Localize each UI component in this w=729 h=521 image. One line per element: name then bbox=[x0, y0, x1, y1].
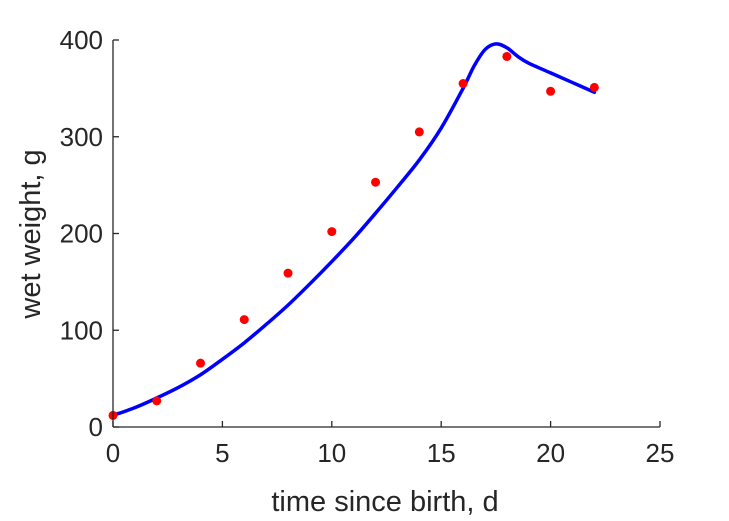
ticks: 0 5 10 15 20 25 0 100 200 300 400 bbox=[60, 25, 675, 468]
x-tick-label: 15 bbox=[427, 438, 456, 468]
x-tick-label: 25 bbox=[646, 438, 675, 468]
x-tick-label: 10 bbox=[317, 438, 346, 468]
data-point bbox=[283, 268, 293, 278]
x-tick-label: 0 bbox=[106, 438, 120, 468]
data-point bbox=[371, 177, 381, 187]
y-tick-label: 0 bbox=[89, 412, 103, 442]
y-axis-label: wet weight, g bbox=[15, 149, 47, 319]
y-tick-label: 400 bbox=[60, 25, 103, 55]
data-point bbox=[414, 127, 424, 137]
data-point bbox=[196, 358, 206, 368]
data-point bbox=[502, 51, 512, 61]
data-point bbox=[327, 227, 337, 237]
y-tick-label: 300 bbox=[60, 122, 103, 152]
y-tick-label: 200 bbox=[60, 219, 103, 249]
x-tick-label: 20 bbox=[536, 438, 565, 468]
data-point bbox=[152, 396, 162, 406]
data-point bbox=[589, 82, 599, 92]
data-point bbox=[458, 79, 468, 89]
x-tick-label: 5 bbox=[215, 438, 229, 468]
axes bbox=[112, 40, 660, 428]
plot-area bbox=[108, 42, 599, 420]
x-axis-label: time since birth, d bbox=[271, 486, 498, 518]
data-point bbox=[546, 86, 556, 96]
y-tick-label: 100 bbox=[60, 315, 103, 345]
data-point bbox=[239, 315, 249, 325]
fit-curve bbox=[111, 42, 597, 418]
